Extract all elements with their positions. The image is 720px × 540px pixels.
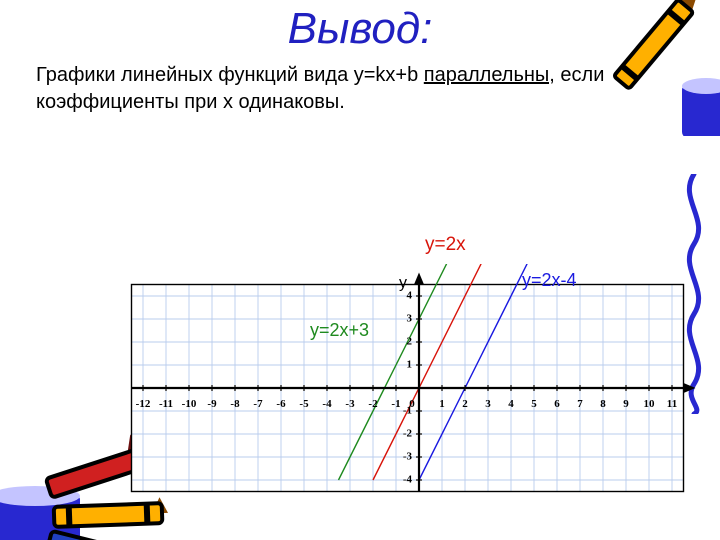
svg-text:-1: -1 <box>403 405 412 417</box>
svg-text:1: 1 <box>439 398 445 410</box>
svg-text:8: 8 <box>600 398 606 410</box>
svg-text:3: 3 <box>407 313 413 325</box>
svg-text:2: 2 <box>407 336 413 348</box>
svg-text:-2: -2 <box>403 428 413 440</box>
svg-text:5: 5 <box>531 398 537 410</box>
series-label-y2x: y=2x <box>425 234 466 256</box>
linear-functions-chart: -12-11-10-9-8-7-6-5-4-3-2-10123456789101… <box>130 264 696 528</box>
page-title: Вывод: <box>0 4 720 54</box>
svg-text:1: 1 <box>407 359 413 371</box>
svg-text:11: 11 <box>667 398 677 410</box>
svg-text:-12: -12 <box>136 398 151 410</box>
svg-text:3: 3 <box>485 398 491 410</box>
svg-text:-10: -10 <box>182 398 197 410</box>
svg-text:-2: -2 <box>368 398 378 410</box>
series-label-y2x4: y=2x-4 <box>522 270 577 291</box>
svg-text:-3: -3 <box>345 398 355 410</box>
svg-text:-9: -9 <box>207 398 217 410</box>
svg-text:y: y <box>399 275 407 292</box>
svg-text:4: 4 <box>407 290 413 302</box>
svg-text:7: 7 <box>577 398 583 410</box>
body-text: Графики линейных функций вида y=kx+b пар… <box>36 62 680 116</box>
svg-text:6: 6 <box>554 398 560 410</box>
body-underlined: параллельны, <box>424 64 555 86</box>
svg-text:-6: -6 <box>276 398 286 410</box>
svg-text:-3: -3 <box>403 451 413 463</box>
svg-text:10: 10 <box>644 398 656 410</box>
series-label-y2x3: y=2x+3 <box>310 320 369 341</box>
svg-text:-1: -1 <box>391 398 400 410</box>
svg-text:-11: -11 <box>159 398 173 410</box>
body-part1: Графики линейных функций вида y=kx+b <box>36 64 424 86</box>
svg-text:-7: -7 <box>253 398 263 410</box>
svg-text:-5: -5 <box>299 398 309 410</box>
svg-text:-4: -4 <box>403 474 413 486</box>
svg-text:-4: -4 <box>322 398 332 410</box>
svg-text:4: 4 <box>508 398 514 410</box>
svg-text:9: 9 <box>623 398 629 410</box>
svg-text:-8: -8 <box>230 398 240 410</box>
svg-text:2: 2 <box>462 398 468 410</box>
